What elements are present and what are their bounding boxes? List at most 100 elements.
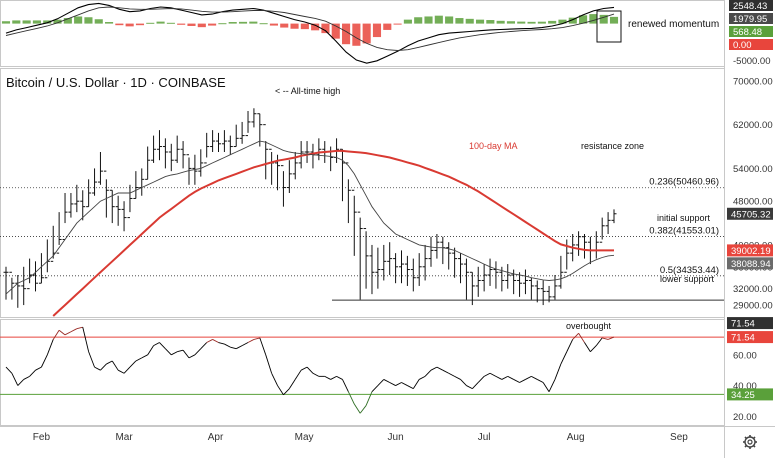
macd-histogram-bar [156,21,165,24]
macd-histogram-bar [43,20,52,24]
time-tick-label: Aug [567,432,585,443]
time-tick-label: Mar [115,432,133,443]
rsi-price-label-bg [727,388,773,401]
rsi-line-segment [525,375,532,380]
macd-histogram-bar [455,18,464,24]
rsi-line-segment [347,391,355,405]
rsi-line-segment [106,360,113,365]
macd-histogram-bar [104,22,114,24]
rsi-line-segment [135,357,142,362]
price-tick-label: 48000.00 [733,197,773,208]
price-axis: 70000.0062000.0054000.0048000.0040000.00… [727,76,773,312]
rsi-line-segment [283,388,290,396]
rsi-line-segment [359,405,367,414]
rsi-line-segment [418,375,426,380]
rsi-line-segment [147,345,154,356]
rsi-line-segment [483,372,491,377]
rsi-line-segment [5,366,13,374]
macd-histogram-bar [393,23,402,25]
rsi-line-segment [436,366,444,371]
level-label: 0.236(50460.96) [649,177,719,188]
macd-histogram-bar [445,16,454,24]
rsi-line-segment [401,382,408,386]
macd-price-label: -5000.00 [733,56,771,67]
macd-lines [5,2,615,64]
macd-histogram-bar [1,21,11,24]
rsi-line-segment [294,369,302,380]
rsi-line-segment [412,379,420,389]
rsi-line-segment [424,369,432,377]
price-tick-label: 62000.00 [733,120,773,131]
macd-histogram-bar [599,14,608,24]
time-tick-label: Apr [208,432,224,443]
macd-histogram-bar [537,21,546,24]
ma-short-line [5,140,615,295]
rsi-line-segment [35,366,42,371]
price-bars [3,108,617,308]
rsi-tick-label: 20.00 [733,412,757,423]
macd-histogram-bar [331,23,340,39]
macd-histogram-bar [517,21,526,24]
macd-histogram-bar [372,23,382,38]
macd-price-label-bg [729,0,773,11]
macd-price-label: 2548.43 [733,1,767,12]
price-label: 45705.32 [731,209,771,220]
macd-histogram-bar [486,20,495,24]
rsi-line-segment [560,351,568,365]
rsi-line-segment [177,349,184,353]
rsi-line-segment [70,328,78,333]
macd-histogram-bar [22,20,31,24]
rsi-line-segment [566,339,574,352]
rsi-line-segment [58,329,66,336]
rsi-line-segment [288,379,296,389]
macd-histogram-bar [135,23,145,26]
macd-histogram-bar [465,18,474,24]
macd-histogram-bar [197,23,206,28]
macd-histogram-bar [84,17,93,24]
rsi-price-label-bg [727,317,773,330]
time-axis: Feb Mar Apr May Jun Jul Aug Sep [33,432,688,443]
macd-histogram-bar [434,15,443,24]
macd-histogram-bar [32,20,41,24]
rsi-line-segment [218,342,225,345]
rsi-line-segment [454,375,461,380]
rsi-line-segment [442,369,449,374]
rsi-line-segment [460,379,467,386]
time-tick-label: May [295,432,314,443]
macd-histogram-bar [249,21,258,24]
chart-title: Bitcoin / U.S. Dollar · 1D · COINBASE [6,75,226,90]
rsi-line-segment [365,391,373,406]
macd-histogram-bar [506,21,516,24]
price-tick-label: 70000.00 [733,76,773,87]
rsi-line-segment [537,379,544,383]
macd-histogram-bar [94,19,103,24]
rsi-line-segment [141,354,148,359]
rsi-line-segment [182,349,190,359]
rsi-line-segment [472,382,479,389]
rsi-line-segment [312,372,320,377]
rsi-line-segment [572,332,579,340]
rsi-line-segment [247,339,255,343]
macd-histogram-bar [177,23,186,25]
macd-histogram-bar [311,23,320,31]
macd-axis-labels: 2548.43 1979.95 568.48 0.00 -5000.00 [729,0,773,67]
rsi-line-segment [188,354,196,359]
macd-histogram-bar [579,15,588,24]
renewed-momentum-label: renewed momentum [628,19,719,30]
macd-price-label-bg [729,39,773,50]
macd-histogram-bar [414,17,423,24]
rsi-line-segment [306,366,314,374]
macd-histogram-bar [74,16,83,24]
rsi-line-segment [578,333,585,343]
gear-icon[interactable] [743,435,757,449]
rsi-line-segment [602,337,609,340]
macd-histogram-bar [290,23,299,29]
initial-support-annotation: initial support [657,213,711,223]
rsi-line-segment [448,372,455,377]
price-label-bg [727,207,773,220]
price-label: 38088.94 [731,259,771,270]
rsi-line-segment [200,342,208,349]
overbought-annotation: overbought [566,321,612,331]
lower-support-annotation: lower support [660,274,715,284]
